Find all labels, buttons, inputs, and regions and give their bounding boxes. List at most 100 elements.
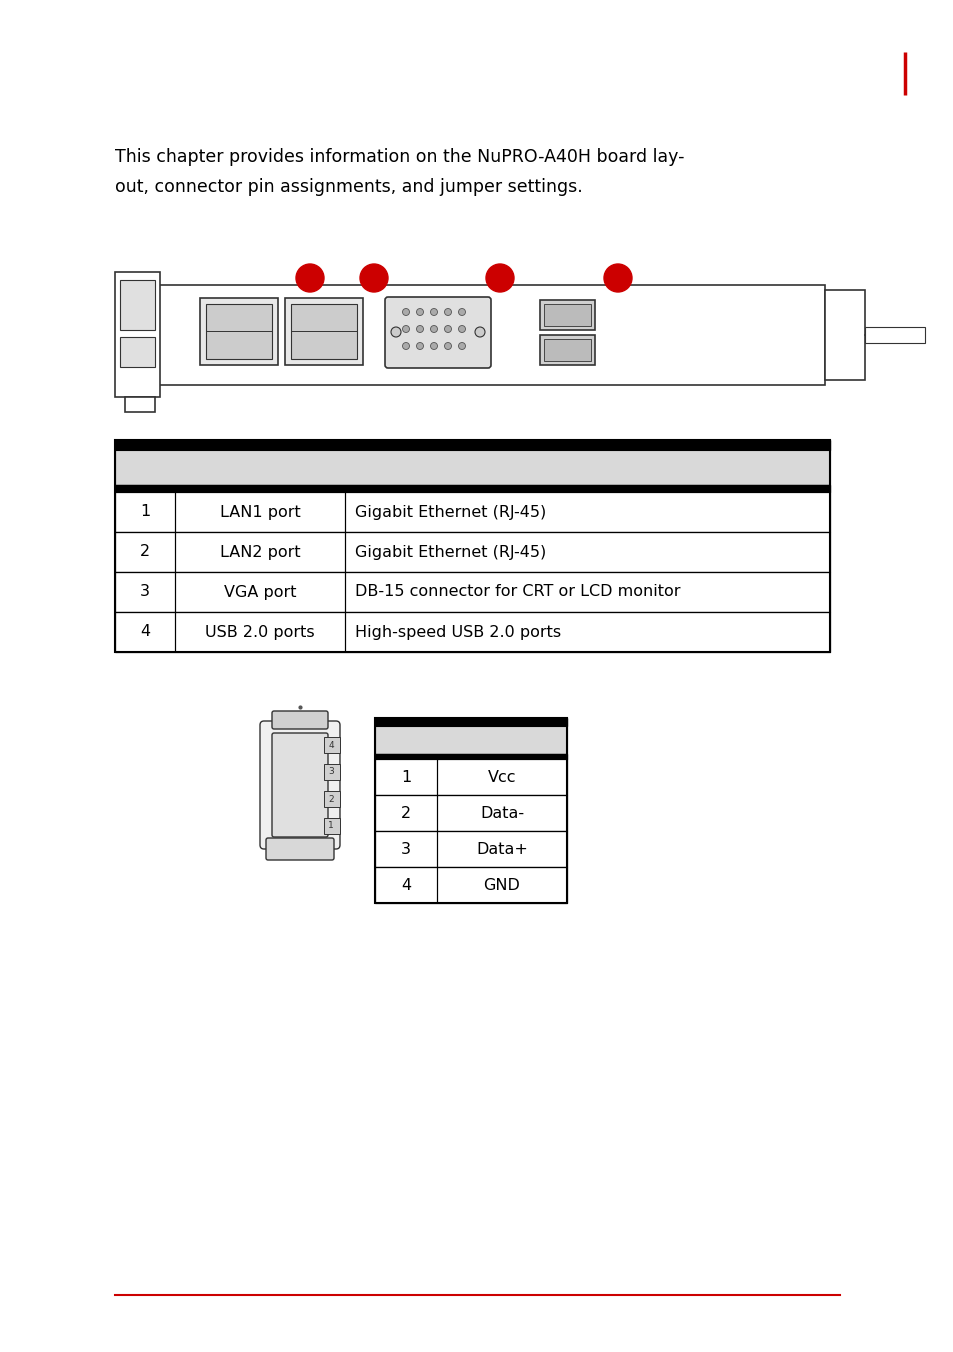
Circle shape — [416, 342, 423, 350]
Bar — [436, 831, 566, 867]
Bar — [115, 612, 174, 652]
Text: Vcc: Vcc — [487, 769, 516, 784]
Text: 4: 4 — [328, 741, 334, 749]
Bar — [324, 791, 339, 807]
Bar — [375, 758, 566, 795]
Bar — [115, 612, 829, 652]
Circle shape — [458, 308, 465, 315]
Text: High-speed USB 2.0 ports: High-speed USB 2.0 ports — [355, 625, 560, 639]
Bar — [115, 572, 829, 612]
Bar — [115, 492, 174, 531]
Bar — [285, 297, 363, 365]
Bar — [324, 737, 339, 753]
Bar — [375, 795, 436, 831]
FancyBboxPatch shape — [272, 711, 328, 729]
Bar — [120, 337, 154, 366]
Bar — [345, 612, 829, 652]
Circle shape — [402, 326, 409, 333]
Bar — [115, 450, 829, 485]
Text: 3: 3 — [140, 584, 150, 599]
Circle shape — [359, 264, 388, 292]
Text: VGA port: VGA port — [224, 584, 296, 599]
Text: 2: 2 — [328, 795, 334, 803]
Bar — [375, 726, 566, 754]
Text: out, connector pin assignments, and jumper settings.: out, connector pin assignments, and jump… — [115, 178, 582, 196]
Bar — [115, 439, 829, 652]
Circle shape — [475, 327, 484, 337]
Bar — [864, 327, 924, 343]
Circle shape — [295, 264, 324, 292]
Bar — [375, 754, 566, 758]
Text: LAN1 port: LAN1 port — [219, 504, 300, 519]
Text: This chapter provides information on the NuPRO-A40H board lay-: This chapter provides information on the… — [115, 147, 684, 166]
FancyBboxPatch shape — [266, 838, 334, 860]
Bar — [174, 492, 345, 531]
Bar — [375, 718, 566, 903]
Bar — [115, 439, 829, 450]
Bar — [539, 300, 595, 330]
Bar — [174, 531, 345, 572]
Circle shape — [402, 342, 409, 350]
Text: LAN2 port: LAN2 port — [219, 545, 300, 560]
Bar — [375, 867, 566, 903]
Text: 1: 1 — [140, 504, 150, 519]
Circle shape — [603, 264, 631, 292]
Bar — [345, 572, 829, 612]
Bar — [324, 818, 339, 834]
Circle shape — [391, 327, 400, 337]
Bar — [345, 531, 829, 572]
Circle shape — [444, 326, 451, 333]
Bar — [436, 795, 566, 831]
Text: 3: 3 — [400, 841, 411, 857]
Bar — [115, 272, 160, 397]
Circle shape — [485, 264, 514, 292]
Bar — [115, 485, 829, 492]
Circle shape — [444, 308, 451, 315]
Bar — [375, 795, 566, 831]
Bar — [115, 492, 829, 531]
FancyBboxPatch shape — [272, 733, 328, 837]
Bar — [324, 764, 339, 780]
Circle shape — [416, 308, 423, 315]
Bar — [154, 285, 824, 385]
Bar — [115, 531, 174, 572]
FancyBboxPatch shape — [385, 297, 491, 368]
Bar — [375, 867, 436, 903]
Bar — [115, 572, 174, 612]
Bar — [206, 304, 272, 360]
Bar — [375, 758, 436, 795]
Text: 3: 3 — [328, 768, 334, 776]
Text: 1: 1 — [328, 822, 334, 830]
Circle shape — [444, 342, 451, 350]
Bar — [115, 531, 829, 572]
Text: 1: 1 — [400, 769, 411, 784]
Bar — [200, 297, 277, 365]
Text: Data-: Data- — [479, 806, 523, 821]
Circle shape — [458, 326, 465, 333]
Text: 2: 2 — [400, 806, 411, 821]
Text: Gigabit Ethernet (RJ-45): Gigabit Ethernet (RJ-45) — [355, 545, 546, 560]
Bar — [539, 335, 595, 365]
Bar — [436, 867, 566, 903]
Circle shape — [458, 342, 465, 350]
Bar — [125, 397, 154, 412]
Bar — [174, 572, 345, 612]
Bar — [824, 289, 864, 380]
Text: 2: 2 — [140, 545, 150, 560]
Bar — [174, 612, 345, 652]
Bar — [436, 758, 566, 795]
Bar — [120, 280, 154, 330]
Bar — [375, 831, 566, 867]
Circle shape — [402, 308, 409, 315]
Bar — [375, 718, 566, 726]
Text: 4: 4 — [400, 877, 411, 892]
Circle shape — [430, 342, 437, 350]
FancyBboxPatch shape — [260, 721, 339, 849]
Bar — [375, 831, 436, 867]
Bar — [543, 339, 590, 361]
Circle shape — [416, 326, 423, 333]
Text: 4: 4 — [140, 625, 150, 639]
Text: USB 2.0 ports: USB 2.0 ports — [205, 625, 314, 639]
Circle shape — [430, 326, 437, 333]
Bar — [345, 492, 829, 531]
